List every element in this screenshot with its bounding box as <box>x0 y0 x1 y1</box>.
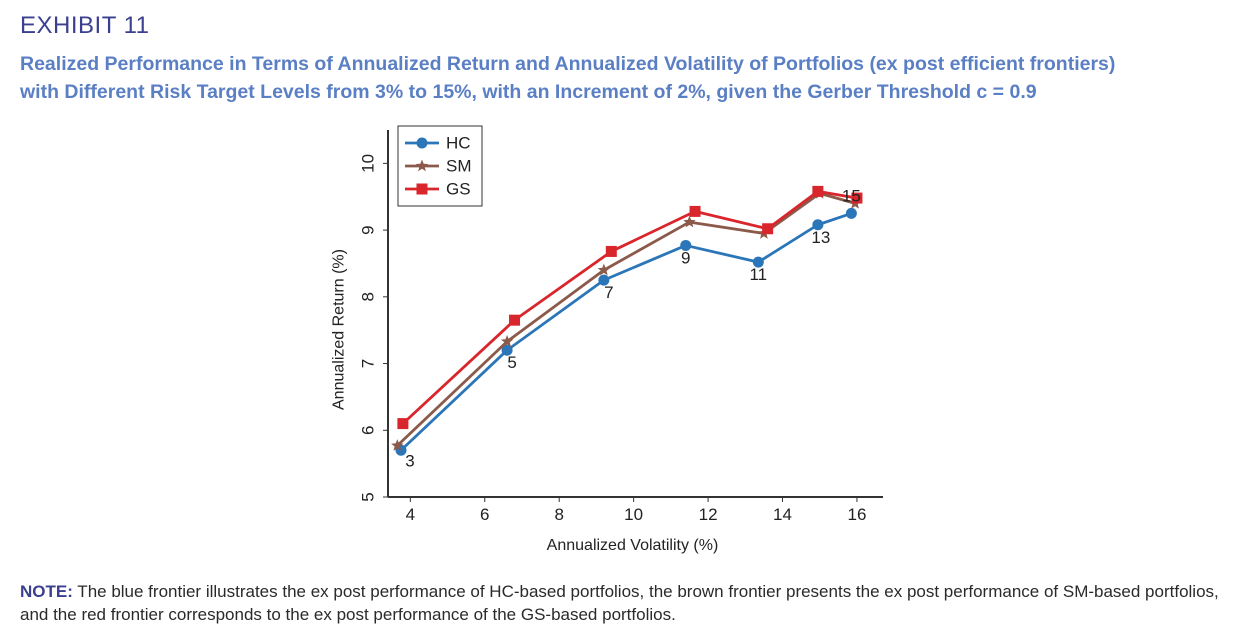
data-point-sm <box>683 215 696 228</box>
point-label: 13 <box>811 228 830 247</box>
point-label: 7 <box>604 283 613 302</box>
data-point-sm <box>597 263 611 276</box>
y-axis-title: Annualized Return (%) <box>331 249 348 410</box>
note-label: NOTE: <box>20 582 73 601</box>
series-hc <box>395 207 857 456</box>
chart-axes: 4 6 8 10 12 14 16 5 6 7 8 9 10 Annualized Volatility … <box>331 130 883 554</box>
series-gs <box>397 185 863 430</box>
data-point-gs <box>605 245 617 257</box>
note: NOTE: The blue frontier illustrates the … <box>20 580 1230 626</box>
exhibit-number: EXHIBIT 11 <box>20 12 150 39</box>
chart-series-layer: 3 5 7 9 11 13 15 <box>391 185 863 470</box>
y-tick-label: 7 <box>359 359 378 368</box>
point-label: 3 <box>405 451 414 470</box>
data-point-hc <box>598 274 610 286</box>
data-point-hc <box>680 239 692 251</box>
legend-label-sm: SM <box>446 157 472 176</box>
x-tick-label: 10 <box>624 505 643 524</box>
chart-subtitle-line1: Realized Performance in Terms of Annuali… <box>20 53 1116 75</box>
x-tick-label: 16 <box>847 505 866 524</box>
x-tick-label: 8 <box>554 505 563 524</box>
y-tick-label: 5 <box>359 492 378 501</box>
data-point-gs <box>397 418 409 430</box>
data-point-sm <box>391 439 404 451</box>
legend-marker-gs <box>416 183 428 195</box>
data-point-hc <box>845 207 857 219</box>
x-axis-title: Annualized Volatility (%) <box>547 537 719 554</box>
y-tick-label: 9 <box>359 225 378 234</box>
x-tick-label: 12 <box>699 505 718 524</box>
y-tick-label: 10 <box>359 154 378 173</box>
chart-subtitle-line2: with Different Risk Target Levels from 3… <box>20 81 1037 103</box>
data-point-gs <box>812 185 824 197</box>
x-tick-label: 14 <box>773 505 792 524</box>
chart-subtitle: Realized Performance in Terms of Annuali… <box>20 50 1220 106</box>
chart-legend: HC SM GS <box>397 125 483 207</box>
series-line-gs <box>401 189 858 425</box>
legend-label-gs: GS <box>446 180 471 199</box>
point-label: 9 <box>681 248 690 267</box>
data-point-hc <box>752 256 764 268</box>
data-point-hc <box>501 344 513 356</box>
point-label: 15 <box>842 186 861 205</box>
point-label: 11 <box>749 265 767 284</box>
note-text: The blue frontier illustrates the ex pos… <box>20 582 1219 624</box>
legend-label-hc: HC <box>446 134 471 153</box>
legend-marker-sm <box>415 159 429 172</box>
series-line-sm <box>396 191 856 447</box>
point-label: 5 <box>507 353 516 372</box>
y-tick-label: 8 <box>359 292 378 301</box>
x-tick-label: 4 <box>406 505 415 524</box>
x-tick-label: 6 <box>480 505 489 524</box>
data-point-sm <box>500 335 514 347</box>
legend-marker-hc <box>416 137 428 149</box>
series-sm <box>391 186 862 451</box>
data-point-gs <box>762 223 774 235</box>
data-point-gs <box>851 192 863 204</box>
data-point-hc <box>812 219 824 231</box>
series-line-hc <box>400 212 852 452</box>
y-tick-label: 6 <box>359 426 378 435</box>
data-point-gs <box>689 205 701 217</box>
data-point-gs <box>509 314 521 326</box>
